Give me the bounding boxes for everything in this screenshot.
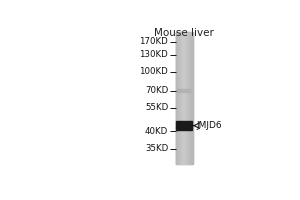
Text: 70KD: 70KD xyxy=(145,86,168,95)
Bar xyxy=(184,32,185,164)
Bar xyxy=(191,32,192,164)
Bar xyxy=(181,32,182,164)
Text: 55KD: 55KD xyxy=(145,103,168,112)
Bar xyxy=(178,32,179,164)
Bar xyxy=(184,32,185,164)
Text: 170KD: 170KD xyxy=(140,37,168,46)
Bar xyxy=(177,32,178,164)
Bar xyxy=(186,32,187,164)
Bar xyxy=(179,32,180,164)
Bar xyxy=(180,32,181,164)
Bar xyxy=(190,32,191,164)
Bar xyxy=(176,32,177,164)
Text: 100KD: 100KD xyxy=(140,67,168,76)
Bar xyxy=(181,32,182,164)
Bar xyxy=(177,32,178,164)
Bar xyxy=(188,32,189,164)
Bar xyxy=(192,32,193,164)
Bar xyxy=(187,32,188,164)
Bar xyxy=(176,89,190,92)
Bar xyxy=(183,32,184,164)
Bar xyxy=(191,32,192,164)
Bar xyxy=(186,32,187,164)
Bar xyxy=(190,32,191,164)
Text: Mouse liver: Mouse liver xyxy=(154,28,214,38)
Bar xyxy=(176,32,177,164)
Bar xyxy=(185,32,186,164)
Text: 35KD: 35KD xyxy=(145,144,168,153)
Bar xyxy=(182,32,183,164)
Text: 130KD: 130KD xyxy=(140,50,168,59)
Bar xyxy=(189,32,190,164)
Bar xyxy=(180,32,181,164)
Text: 40KD: 40KD xyxy=(145,127,168,136)
Bar xyxy=(176,121,192,130)
Bar xyxy=(179,32,180,164)
Bar xyxy=(187,32,188,164)
Bar xyxy=(182,32,183,164)
Bar xyxy=(189,32,190,164)
Bar xyxy=(185,32,186,164)
Text: JMJD6: JMJD6 xyxy=(197,121,222,130)
Bar xyxy=(192,32,193,164)
